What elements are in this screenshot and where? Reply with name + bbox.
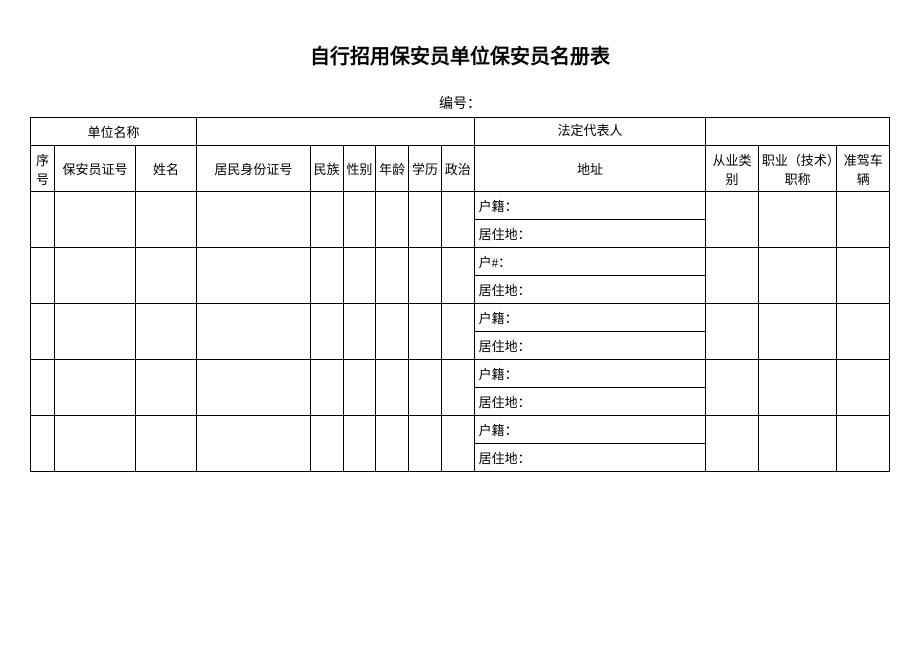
cell-gender — [343, 360, 376, 416]
cell-juzhu: 居住地： — [474, 388, 706, 416]
cell-emp — [706, 360, 758, 416]
cell-pol — [441, 416, 474, 472]
cell-juzhu: 居住地： — [474, 332, 706, 360]
unit-name-header: 单位名称 — [31, 118, 197, 146]
col-edu: 学历 — [409, 146, 442, 192]
col-emp: 从业类别 — [706, 146, 758, 192]
cell-edu — [409, 416, 442, 472]
cell-name — [135, 248, 196, 304]
cell-cert — [55, 360, 136, 416]
cell-drive — [837, 248, 890, 304]
serial-number-label: 编号： — [30, 93, 890, 113]
cell-nation — [310, 304, 343, 360]
cell-drive — [837, 192, 890, 248]
cell-age — [376, 304, 409, 360]
cell-seq — [31, 304, 55, 360]
cell-drive — [837, 416, 890, 472]
cell-juzhu: 居住地： — [474, 276, 706, 304]
cell-pol — [441, 304, 474, 360]
cell-huji: 户籍： — [474, 360, 706, 388]
cell-edu — [409, 192, 442, 248]
cell-name — [135, 304, 196, 360]
cell-pol — [441, 360, 474, 416]
cell-drive — [837, 304, 890, 360]
header-row-2: 序号 保安员证号 姓名 居民身份证号 民族 性别 年龄 学历 政治 地址 从业类… — [31, 146, 890, 192]
cell-prof — [758, 248, 837, 304]
unit-name-value — [197, 118, 475, 146]
cell-drive — [837, 360, 890, 416]
table-row: 户籍： — [31, 304, 890, 332]
cell-nation — [310, 248, 343, 304]
cell-name — [135, 416, 196, 472]
cell-id — [197, 304, 311, 360]
col-cert: 保安员证号 — [55, 146, 136, 192]
cell-edu — [409, 360, 442, 416]
cell-name — [135, 192, 196, 248]
table-row: 户#： — [31, 248, 890, 276]
cell-age — [376, 192, 409, 248]
col-drive: 准驾车辆 — [837, 146, 890, 192]
cell-juzhu: 居住地： — [474, 444, 706, 472]
cell-huji: 户籍： — [474, 416, 706, 444]
col-pol: 政治 — [441, 146, 474, 192]
cell-cert — [55, 248, 136, 304]
cell-huji: 户籍： — [474, 304, 706, 332]
cell-nation — [310, 360, 343, 416]
cell-seq — [31, 192, 55, 248]
cell-pol — [441, 192, 474, 248]
cell-age — [376, 248, 409, 304]
cell-age — [376, 360, 409, 416]
col-id: 居民身份证号 — [197, 146, 311, 192]
cell-cert — [55, 416, 136, 472]
cell-prof — [758, 304, 837, 360]
table-row: 户籍： — [31, 360, 890, 388]
cell-seq — [31, 248, 55, 304]
cell-age — [376, 416, 409, 472]
cell-emp — [706, 416, 758, 472]
cell-edu — [409, 304, 442, 360]
cell-id — [197, 360, 311, 416]
col-seq: 序号 — [31, 146, 55, 192]
legal-rep-header: 法定代表人 — [474, 118, 706, 146]
cell-gender — [343, 192, 376, 248]
col-age: 年龄 — [376, 146, 409, 192]
cell-gender — [343, 416, 376, 472]
col-addr: 地址 — [474, 146, 706, 192]
col-nation: 民族 — [310, 146, 343, 192]
cell-pol — [441, 248, 474, 304]
cell-prof — [758, 416, 837, 472]
cell-juzhu: 居住地： — [474, 220, 706, 248]
table-row: 户籍： — [31, 416, 890, 444]
cell-cert — [55, 192, 136, 248]
cell-seq — [31, 416, 55, 472]
cell-name — [135, 360, 196, 416]
cell-seq — [31, 360, 55, 416]
col-gender: 性别 — [343, 146, 376, 192]
cell-huji: 户#： — [474, 248, 706, 276]
cell-huji: 户籍： — [474, 192, 706, 220]
cell-id — [197, 416, 311, 472]
col-prof: 职业（技术）职称 — [758, 146, 837, 192]
legal-rep-value — [706, 118, 890, 146]
cell-emp — [706, 248, 758, 304]
cell-prof — [758, 192, 837, 248]
cell-id — [197, 192, 311, 248]
cell-emp — [706, 192, 758, 248]
cell-cert — [55, 304, 136, 360]
table-row: 户籍： — [31, 192, 890, 220]
col-name: 姓名 — [135, 146, 196, 192]
roster-table: 单位名称 法定代表人 序号 保安员证号 姓名 居民身份证号 民族 性别 年龄 学… — [30, 117, 890, 472]
cell-gender — [343, 304, 376, 360]
cell-nation — [310, 192, 343, 248]
cell-gender — [343, 248, 376, 304]
page-title: 自行招用保安员单位保安员名册表 — [30, 40, 890, 69]
cell-edu — [409, 248, 442, 304]
cell-prof — [758, 360, 837, 416]
header-row-1: 单位名称 法定代表人 — [31, 118, 890, 146]
cell-nation — [310, 416, 343, 472]
cell-id — [197, 248, 311, 304]
cell-emp — [706, 304, 758, 360]
